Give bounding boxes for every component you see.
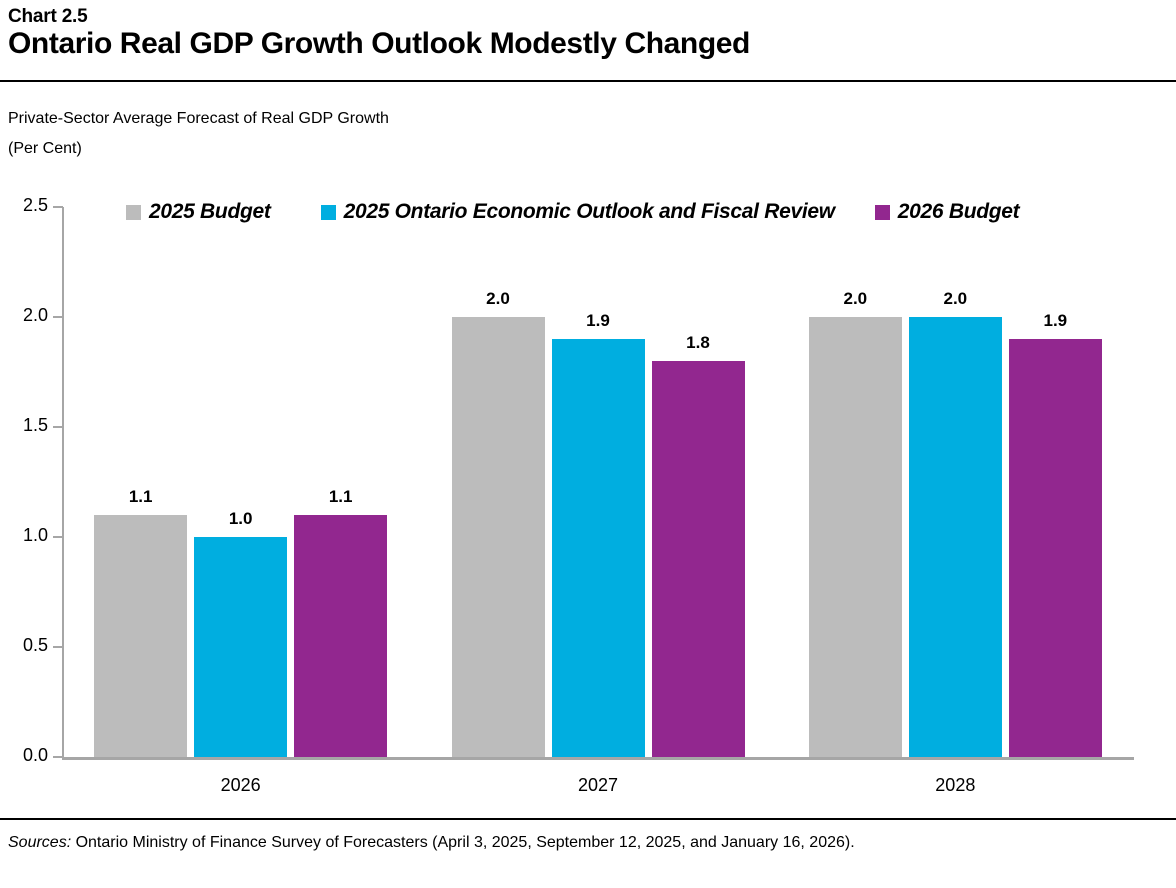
bar-value-label: 1.8 [686,333,710,352]
sources-text: Ontario Ministry of Finance Survey of Fo… [71,834,855,851]
chart-legend: 2025 Budget 2025 Ontario Economic Outlook… [126,200,1020,224]
x-axis-group-label: 2026 [220,775,261,795]
header-divider [0,80,1176,82]
y-axis-tick-label: 2.0 [22,305,48,325]
bar[interactable] [551,339,645,757]
bar-value-label: 1.9 [586,311,610,330]
bar-value-label: 1.1 [328,487,353,506]
y-axis-tick [53,756,63,758]
x-axis-group-label: 2027 [577,775,619,795]
chart-number: Chart 2.5 [8,6,88,27]
bar[interactable] [194,537,288,757]
legend-label: 2025 Budget [149,200,271,223]
bar[interactable] [94,515,188,757]
y-axis-tick [53,536,63,538]
legend-swatch-icon [320,204,336,220]
footer-divider [0,818,1176,820]
bar-value-label: 1.1 [128,487,153,506]
bar-value-label: 2.0 [843,289,868,308]
y-axis-tick-label: 2.5 [22,195,48,215]
y-axis-tick [53,646,63,648]
x-axis-group-label: 2028 [935,775,976,795]
bar-value-label: 1.0 [228,509,253,528]
bar[interactable] [451,317,545,757]
legend-label: 2026 Budget [897,200,1020,223]
page-title: Ontario Real GDP Growth Outlook Modestly… [8,27,750,60]
y-axis-line [62,207,64,757]
bar[interactable] [908,317,1002,757]
legend-item[interactable]: 2025 Budget [126,200,271,224]
sources-label: Sources: [8,834,72,851]
legend-swatch-icon [874,204,890,220]
bar-value-label: 2.0 [486,289,510,308]
y-axis-tick-label: 1.5 [22,415,48,435]
bar-value-label: 2.0 [943,289,968,308]
chart-subtitle-line1: Private-Sector Average Forecast of Real … [8,110,389,127]
bar[interactable] [1008,339,1102,757]
bar-value-label: 1.9 [1043,311,1068,330]
y-axis-tick [53,426,63,428]
y-axis-tick-label: 0.5 [22,635,48,655]
legend-swatch-icon [126,204,141,220]
bar[interactable] [651,361,745,757]
y-axis-tick-label: 1.0 [22,525,48,545]
y-axis-tick [53,206,63,208]
sources-note: Sources: Ontario Ministry of Finance Sur… [8,832,855,854]
legend-label: 2025 Ontario Economic Outlook and Fiscal… [343,200,836,223]
bar[interactable] [294,515,388,757]
bar[interactable] [808,317,902,757]
legend-item[interactable]: 2026 Budget [874,200,1020,224]
x-axis-line [62,757,1134,760]
y-axis-tick [53,316,63,318]
legend-item[interactable]: 2025 Ontario Economic Outlook and Fiscal… [320,200,836,224]
y-axis-tick-label: 0.0 [22,745,48,765]
chart-subtitle-units: (Per Cent) [8,140,82,157]
